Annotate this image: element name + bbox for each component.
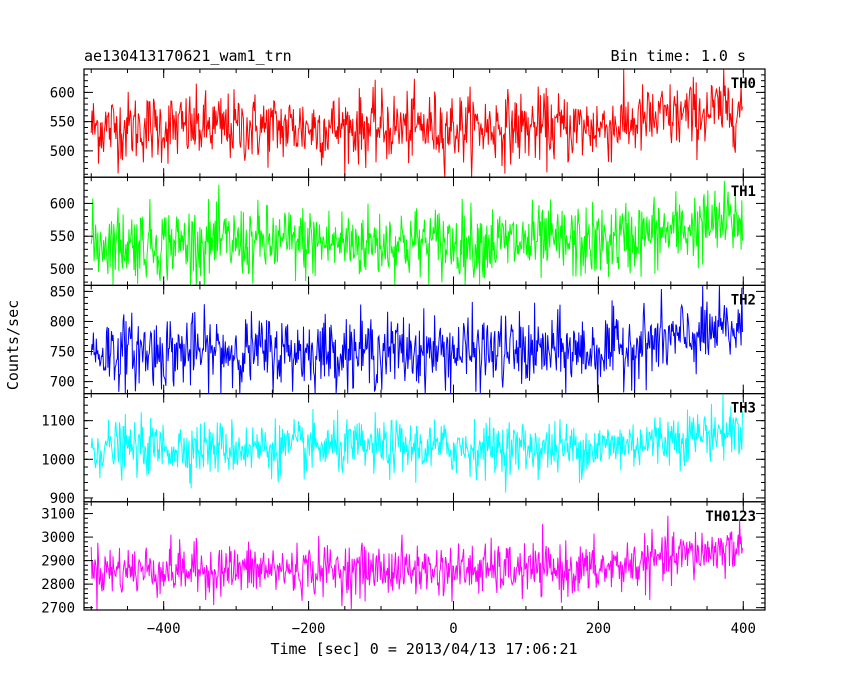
x-tick-label: 0 (449, 621, 457, 637)
y-tick-label: 500 (50, 144, 75, 160)
bin-time-label: Bin time: 1.0 s (611, 47, 746, 65)
y-tick-label: 850 (50, 284, 75, 300)
y-tick-label: 750 (50, 345, 75, 361)
y-tick-label: 2700 (41, 601, 75, 617)
y-tick-label: 3100 (41, 507, 75, 523)
x-tick-label: −400 (147, 621, 181, 637)
x-axis-label: Time [sec] 0 = 2013/04/13 17:06:21 (270, 640, 577, 658)
panel-label-th0123: TH0123 (705, 509, 756, 525)
x-axis: −400 −200 0 200 400 (147, 621, 756, 637)
y-tick-label: 800 (50, 314, 75, 330)
x-tick-label: 400 (731, 621, 756, 637)
y-tick-label: 1000 (41, 452, 75, 468)
panel-label-th0: TH0 (731, 76, 756, 92)
y-tick-label: 600 (50, 196, 75, 212)
y-tick-label: 500 (50, 262, 75, 278)
y-tick-label: 600 (50, 85, 75, 101)
panel-th0: 500 550 600 TH0 (50, 68, 766, 178)
y-tick-label: 2800 (41, 577, 75, 593)
y-tick-label: 3000 (41, 530, 75, 546)
y-tick-label: 550 (50, 115, 75, 131)
chart-title: ae130413170621_wam1_trn (84, 47, 292, 65)
y-tick-label: 1100 (41, 414, 75, 430)
x-tick-label: −200 (292, 621, 326, 637)
y-tick-label: 900 (50, 491, 75, 507)
lightcurve-th0123 (90, 515, 743, 611)
lightcurve-th1 (90, 180, 743, 286)
panel-label-th1: TH1 (731, 184, 756, 200)
x-tick-label: 200 (586, 621, 611, 637)
y-tick-label: 550 (50, 229, 75, 245)
panels-group: 500 550 600 TH0 500 550 600 TH1 700 750 800 850 TH2 9… (41, 68, 766, 617)
lightcurve-th2 (90, 285, 743, 394)
lightcurve-th0 (90, 68, 743, 178)
panel-label-th2: TH2 (731, 292, 756, 308)
panel-th0123: 2700 2800 2900 3000 3100 TH0123 (41, 501, 766, 617)
lightcurve-th3 (90, 393, 743, 493)
panel-th3: 900 1000 1100 TH3 (41, 393, 766, 507)
panel-th1: 500 550 600 TH1 (50, 176, 766, 286)
y-tick-label: 2900 (41, 554, 75, 570)
panel-th2: 700 750 800 850 TH2 (50, 284, 766, 395)
panel-label-th3: TH3 (731, 401, 756, 417)
y-axis-label: Counts/sec (4, 300, 22, 390)
y-tick-label: 700 (50, 375, 75, 391)
